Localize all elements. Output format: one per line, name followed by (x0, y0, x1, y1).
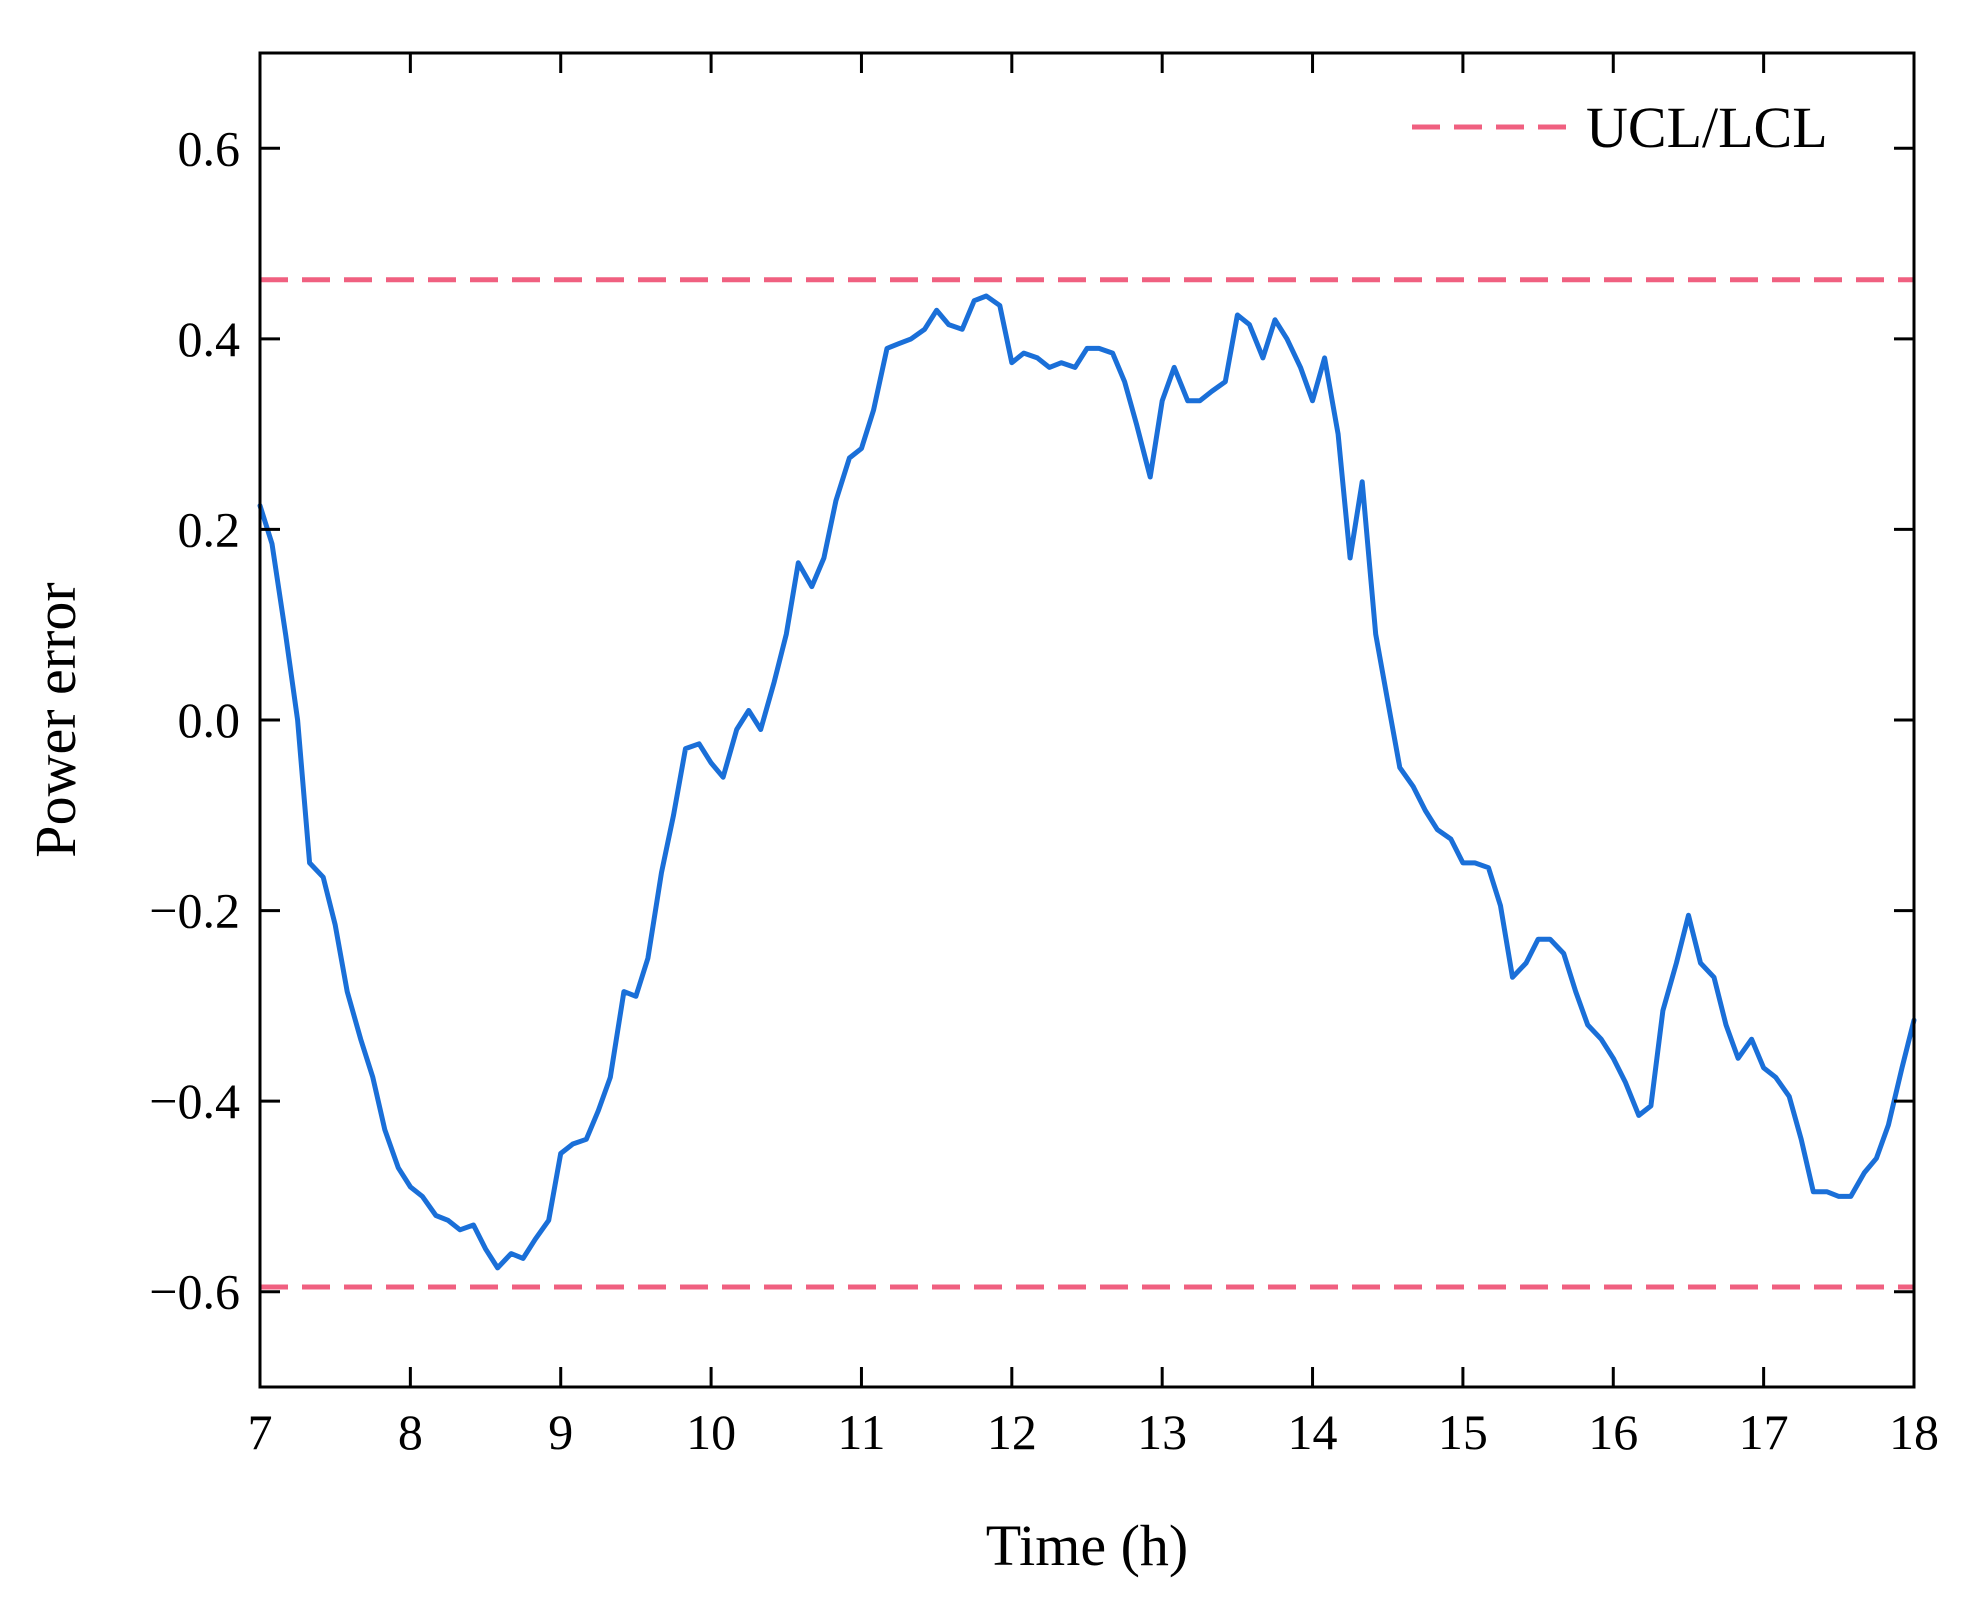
x-tick-label: 15 (1438, 1404, 1488, 1460)
x-tick-label: 18 (1889, 1404, 1939, 1460)
power-error-series-line (257, 293, 1917, 1271)
y-axis-title: Power error (23, 582, 88, 857)
plot-frame (258, 51, 1916, 1389)
y-tick-label: 0.2 (178, 501, 241, 557)
x-tick-label: 16 (1588, 1404, 1638, 1460)
legend: UCL/LCL (1412, 95, 1828, 160)
y-tick-label: −0.4 (149, 1073, 240, 1129)
x-tick-label: 8 (398, 1404, 423, 1460)
x-tick-label: 7 (248, 1404, 273, 1460)
series-layer (257, 293, 1917, 1271)
x-tick-label: 14 (1288, 1404, 1338, 1460)
y-tick-label: 0.6 (178, 120, 241, 176)
x-tick-label: 11 (837, 1404, 885, 1460)
y-tick-label: −0.2 (149, 883, 240, 939)
x-tick-label: 12 (987, 1404, 1037, 1460)
x-tick-label: 17 (1739, 1404, 1789, 1460)
x-tick-label: 13 (1137, 1404, 1187, 1460)
x-axis-title: Time (h) (986, 1513, 1189, 1578)
y-tick-label: 0.4 (178, 311, 241, 367)
legend-label: UCL/LCL (1586, 95, 1828, 160)
control-limits (260, 277, 1914, 1290)
tick-labels: 7 8 9 10 11 12 13 14 15 16 17 18 −0.6 −0.4 −0.2 0.0 0.2 0… (149, 120, 1939, 1460)
y-tick-label: 0.0 (178, 692, 241, 748)
axis-ticks (258, 53, 1916, 1387)
x-tick-label: 10 (686, 1404, 736, 1460)
x-tick-label: 9 (548, 1404, 573, 1460)
y-tick-label: −0.6 (149, 1264, 240, 1320)
